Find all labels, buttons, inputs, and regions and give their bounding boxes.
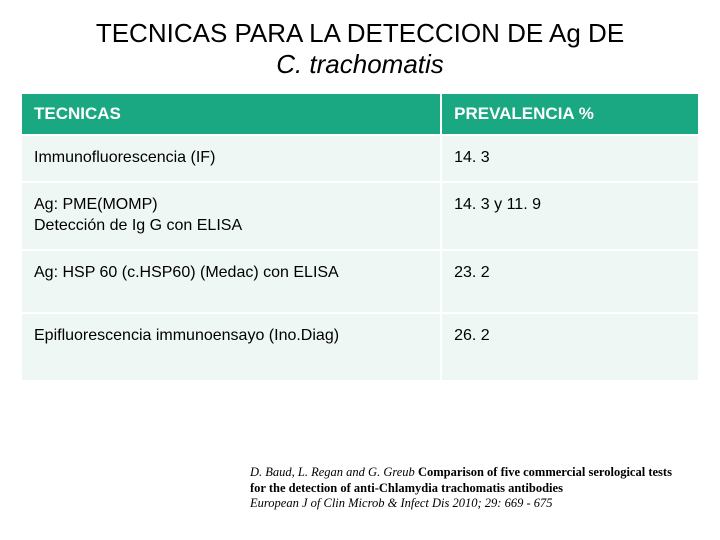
cell-prevalencia: 26. 2	[441, 313, 698, 381]
cell-tecnica: Ag: HSP 60 (c.HSP60) (Medac) con ELISA	[22, 250, 441, 313]
citation-journal: European J of Clin Microb & Infect Dis 2…	[250, 496, 553, 510]
citation-authors: D. Baud, L. Regan and G. Greub	[250, 465, 418, 479]
col-header-tecnicas: TECNICAS	[22, 94, 441, 135]
cell-tecnica: Immunofluorescencia (IF)	[22, 135, 441, 182]
cell-prevalencia: 14. 3 y 11. 9	[441, 182, 698, 250]
cell-prevalencia: 14. 3	[441, 135, 698, 182]
table-row: Ag: HSP 60 (c.HSP60) (Medac) con ELISA 2…	[22, 250, 698, 313]
title-line-2: C. trachomatis	[276, 49, 444, 79]
table-header-row: TECNICAS PREVALENCIA %	[22, 94, 698, 135]
col-header-prevalencia: PREVALENCIA %	[441, 94, 698, 135]
slide-title: TECNICAS PARA LA DETECCION DE Ag DE C. t…	[22, 18, 698, 80]
table-row: Ag: PME(MOMP) Detección de Ig G con ELIS…	[22, 182, 698, 250]
cell-prevalencia: 23. 2	[441, 250, 698, 313]
data-table: TECNICAS PREVALENCIA % Immunofluorescenc…	[22, 94, 698, 380]
slide-container: TECNICAS PARA LA DETECCION DE Ag DE C. t…	[0, 0, 720, 540]
table-row: Epifluorescencia immunoensayo (Ino.Diag)…	[22, 313, 698, 381]
table-row: Immunofluorescencia (IF) 14. 3	[22, 135, 698, 182]
title-line-1: TECNICAS PARA LA DETECCION DE Ag DE	[96, 18, 624, 48]
cell-tecnica: Ag: PME(MOMP) Detección de Ig G con ELIS…	[22, 182, 441, 250]
cell-tecnica: Epifluorescencia immunoensayo (Ino.Diag)	[22, 313, 441, 381]
citation-block: D. Baud, L. Regan and G. Greub Compariso…	[250, 465, 690, 512]
